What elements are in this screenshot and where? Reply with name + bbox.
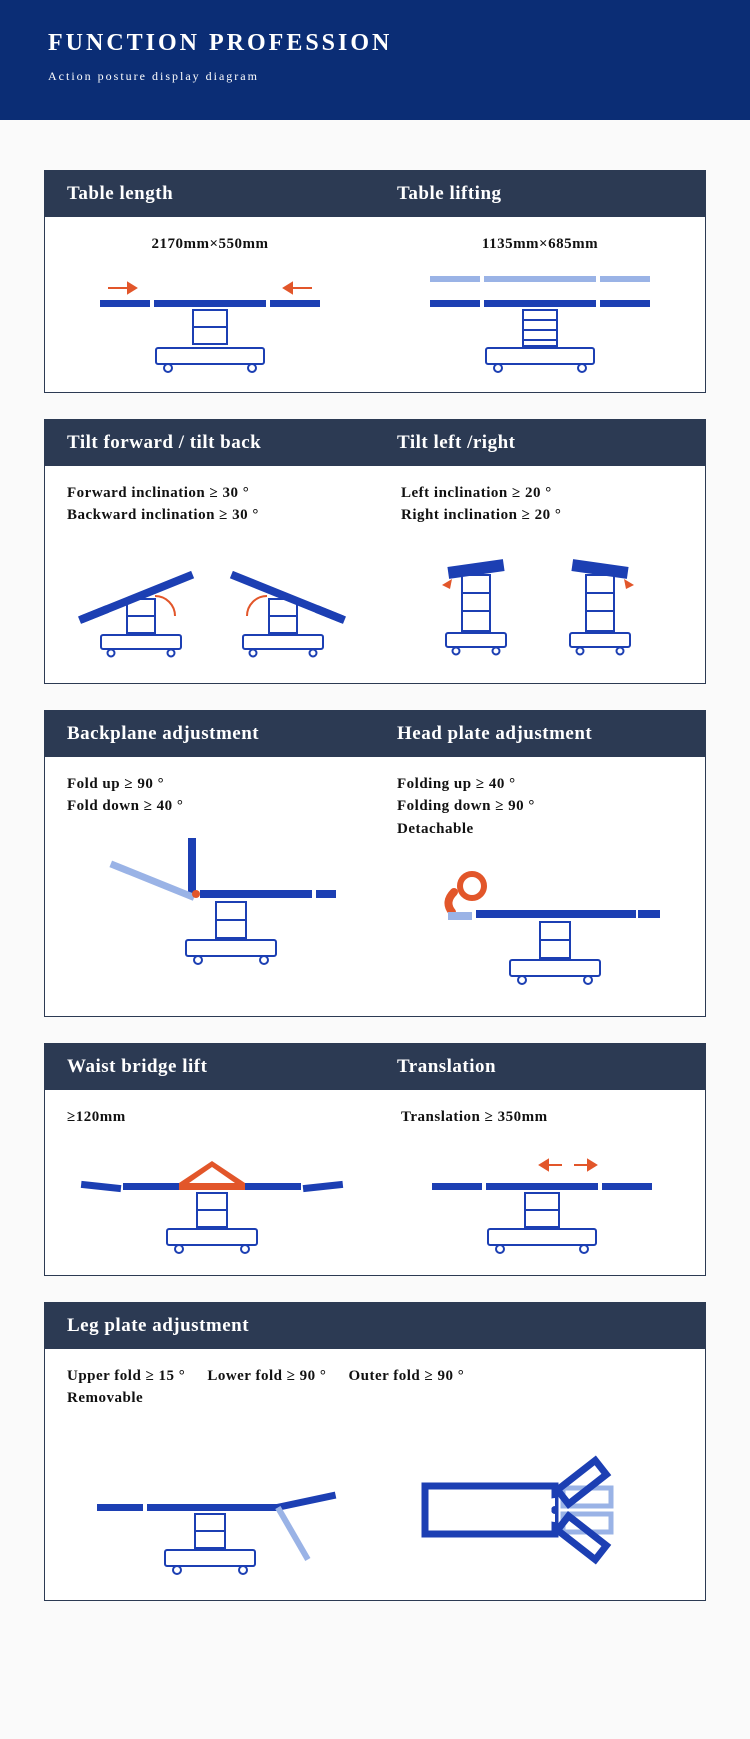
spec-tilt-fb: Forward inclination ≥ 30 °Backward incli… bbox=[67, 482, 357, 527]
spec-leg-lower: Lower fold ≥ 90 ° bbox=[207, 1365, 326, 1410]
card-leg: Leg plate adjustment Upper fold ≥ 15 °Re… bbox=[44, 1302, 706, 1601]
content-area: Table length Table lifting 2170mm×550mm bbox=[0, 120, 750, 1657]
card-waist-trans: Waist bridge lift Translation ≥120mm bbox=[44, 1043, 706, 1276]
hero-subtitle: Action posture display diagram bbox=[48, 69, 702, 84]
diagram-backplane bbox=[67, 832, 353, 982]
spec-headplate: Folding up ≥ 40 °Folding down ≥ 90 °Deta… bbox=[397, 773, 683, 841]
diagram-tilt-fb bbox=[67, 541, 357, 671]
diagram-table-lifting bbox=[397, 270, 683, 380]
header-translation: Translation bbox=[375, 1044, 705, 1090]
header-backplane: Backplane adjustment bbox=[45, 711, 375, 757]
header-table-length: Table length bbox=[45, 171, 375, 217]
spec-table-length: 2170mm×550mm bbox=[67, 233, 353, 256]
diagram-translation bbox=[401, 1143, 683, 1263]
header-tilt-fb: Tilt forward / tilt back bbox=[45, 420, 375, 466]
spec-backplane: Fold up ≥ 90 °Fold down ≥ 40 ° bbox=[67, 773, 353, 818]
hero-title: FUNCTION PROFESSION bbox=[48, 30, 702, 57]
hero-banner: FUNCTION PROFESSION Action posture displ… bbox=[0, 0, 750, 120]
card-tilt: Tilt forward / tilt back Tilt left /righ… bbox=[44, 419, 706, 684]
diagram-leg-top bbox=[387, 1438, 683, 1588]
diagram-tilt-lr bbox=[401, 541, 683, 671]
header-table-lifting: Table lifting bbox=[375, 171, 705, 217]
card-length-lift: Table length Table lifting 2170mm×550mm bbox=[44, 170, 706, 393]
diagram-waist bbox=[67, 1143, 357, 1263]
card-back-head: Backplane adjustment Head plate adjustme… bbox=[44, 710, 706, 1018]
spec-leg-upper: Upper fold ≥ 15 °Removable bbox=[67, 1365, 185, 1410]
header-waist: Waist bridge lift bbox=[45, 1044, 375, 1090]
header-tilt-lr: Tilt left /right bbox=[375, 420, 705, 466]
spec-waist: ≥120mm bbox=[67, 1106, 357, 1129]
diagram-leg-side bbox=[67, 1458, 367, 1588]
diagram-table-length bbox=[67, 270, 353, 380]
spec-translation: Translation ≥ 350mm bbox=[401, 1106, 683, 1129]
spec-leg-outer: Outer fold ≥ 90 ° bbox=[348, 1365, 464, 1410]
header-leg: Leg plate adjustment bbox=[45, 1303, 705, 1349]
spec-tilt-lr: Left inclination ≥ 20 °Right inclination… bbox=[401, 482, 683, 527]
header-headplate: Head plate adjustment bbox=[375, 711, 705, 757]
spec-table-lifting: 1135mm×685mm bbox=[397, 233, 683, 256]
diagram-headplate bbox=[397, 854, 683, 1004]
